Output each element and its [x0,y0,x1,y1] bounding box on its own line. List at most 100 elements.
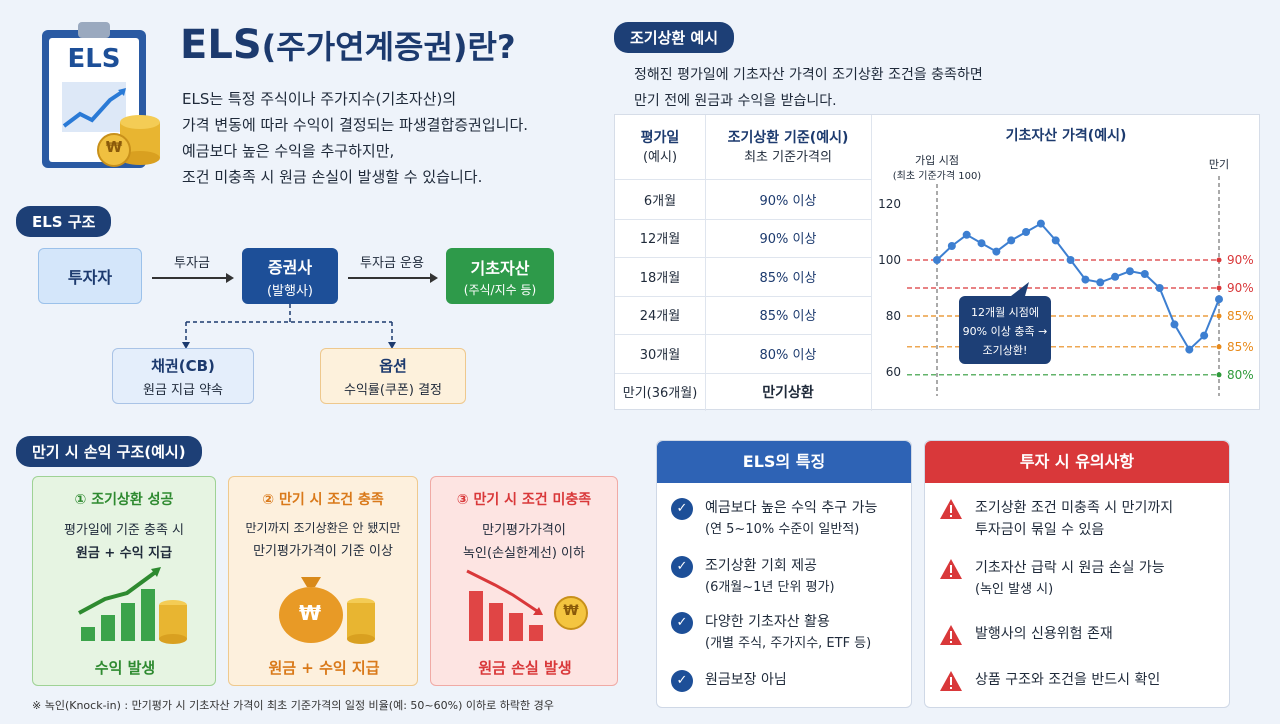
callout-pointer [1011,282,1029,296]
row-date: 30개월 [639,347,681,363]
price-point [947,242,956,250]
y-tick-label: 60 [886,365,901,379]
money-bag-won: ₩ [298,601,322,625]
threshold-label: 90% [1227,253,1254,267]
price-point [962,230,971,239]
row-condition: 90% 이상 [759,193,817,209]
feature-item: ✓ 예금보다 높은 수익 추구 가능 (연 5~10% 수준이 일반적) [671,497,877,541]
threshold-label: 90% [1227,281,1254,295]
warning-icon [939,558,963,580]
price-point [1140,270,1149,278]
check-icon: ✓ [671,670,693,692]
warning-icon [939,670,963,692]
price-point [1215,295,1223,304]
structure-connector [182,304,396,349]
y-tick-label: 120 [878,197,901,211]
footnote: ※ 녹인(Knock-in) : 만기평가 시 기초자산 가격이 최초 기준가격… [32,699,554,712]
option-box: 옵션 수익률(쿠폰) 결정 [320,348,466,404]
price-point [1185,345,1194,354]
row-date: 12개월 [639,232,681,248]
threshold-dot [1216,257,1222,263]
arrow-investor-issuer [152,273,234,283]
investor-box: 투자자 [38,248,142,304]
caution-item: 상품 구조와 조건을 반드시 확인 [939,669,1160,692]
callout-text: 조기상환! [983,344,1028,357]
clipboard-illustration: ELS ₩ [40,22,164,172]
threshold-dot [1216,285,1222,291]
callout-text: 12개월 시점에 [971,306,1039,319]
row-condition: 85% 이상 [759,309,817,325]
y-tick-label: 80 [886,309,901,323]
price-chart: 가입 시점 (최초 기준가격 100) 만기 120 100 80 60 90% 90% 85% 8… [878,154,1254,396]
cautions-box: 투자 시 유의사항 조기상환 조건 미충족 시 만기까지 투자금이 묶일 수 있음… [924,440,1230,708]
bond-box: 채권(CB) 원금 지급 약속 [112,348,254,404]
payoff-card-2: ② 만기 시 조건 충족 만기까지 조기상환은 안 됐지만 만기평가가격이 기준… [228,476,418,686]
caution-item: 기초자산 급락 시 원금 손실 가능 (녹인 발생 시) [939,557,1165,601]
price-point [1111,272,1120,281]
issuer-box: 증권사 (발행사) [242,248,338,304]
row-condition: 80% 이상 [759,347,817,363]
page-title: ELS(주가연계증권)란? [180,22,516,68]
price-point [1125,267,1134,276]
y-tick-label: 100 [878,253,901,267]
arrow1-label: 투자금 [174,256,210,271]
bar-growth-icon [78,567,187,644]
features-box: ELS의 특징 ✓ 예금보다 높은 수익 추구 가능 (연 5~10% 수준이 일반… [656,440,912,708]
price-point [1170,320,1179,329]
row-condition: 만기상환 [762,384,814,401]
feature-item: ✓ 다양한 기초자산 활용 (개별 주식, 주가지수, ETF 등) [671,611,871,655]
col2-header: 조기상환 기준(예시) 최초 기준가격의 [727,130,849,165]
check-icon: ✓ [671,498,693,520]
price-point [1022,228,1031,236]
end-label: 만기 [1209,158,1229,171]
warning-icon [939,624,963,646]
structure-pill: ELS 구조 [16,206,112,237]
early-description: 정해진 평가일에 기초자산 가격이 조기상환 조건을 충족하면 만기 전에 원금… [634,67,983,109]
check-icon: ✓ [671,612,693,634]
price-point [1007,236,1016,245]
feature-item: ✓ 조기상환 기회 제공 (6개월~1년 단위 평가) [671,555,835,599]
feature-item: ✓ 원금보장 아님 [671,669,787,692]
early-pill: 조기상환 예시 [614,22,735,53]
cautions-title: 투자 시 유의사항 [925,441,1229,483]
threshold-label: 85% [1227,309,1254,323]
caution-item: 조기상환 조건 미충족 시 만기까지 투자금이 묶일 수 있음 [939,497,1173,541]
price-point [977,239,986,248]
threshold-dot [1216,313,1222,319]
callout-text: 90% 이상 충족 → [963,325,1048,338]
asset-box: 기초자산 (주식/지수 등) [446,248,554,304]
price-point [1155,284,1164,292]
arrow-issuer-asset [348,273,438,283]
payoff-card-1: ① 조기상환 성공 평가일에 기준 충족 시 원금 + 수익 지급 수익 발생 [32,476,216,686]
price-point [1066,256,1075,264]
col3-header: 기초자산 가격(예시) [1005,128,1127,144]
row-date: 만기(36개월) [622,386,698,402]
bar-decline-icon [466,569,588,641]
check-icon: ✓ [671,556,693,578]
arrow2-label: 투자금 운용 [360,256,424,271]
warning-icon [939,498,963,520]
row-date: 18개월 [639,270,681,286]
row-condition: 90% 이상 [759,232,817,248]
price-point [1200,331,1209,340]
payoff-card-3: ③ 만기 시 조건 미충족 만기평가가격이 녹인(손실한계선) 이하 ₩ 원금 … [430,476,618,686]
row-date: 6개월 [643,193,677,209]
price-point [1051,236,1060,245]
col1-header: 평가일 (예시) [640,130,680,165]
start-sub-label: (최초 기준가격 100) [893,169,982,182]
row-date: 24개월 [639,309,681,325]
row-condition: 85% 이상 [759,270,817,286]
threshold-label: 80% [1227,368,1254,382]
price-point [933,256,941,264]
caution-item: 발행사의 신용위험 존재 [939,623,1113,646]
price-point [1096,278,1105,287]
threshold-label: 85% [1227,340,1254,354]
start-label: 가입 시점 [915,154,959,167]
payoff-pill: 만기 시 손익 구조(예시) [16,436,202,467]
intro-description: ELS는 특정 주식이나 주가지수(기초자산)의 가격 변동에 따라 수익이 결… [182,90,529,186]
price-point [1081,275,1090,284]
clipboard-label: ELS [67,44,121,74]
features-title: ELS의 특징 [657,441,911,483]
threshold-dot [1216,372,1222,378]
won-coin-icon: ₩ [105,138,123,156]
